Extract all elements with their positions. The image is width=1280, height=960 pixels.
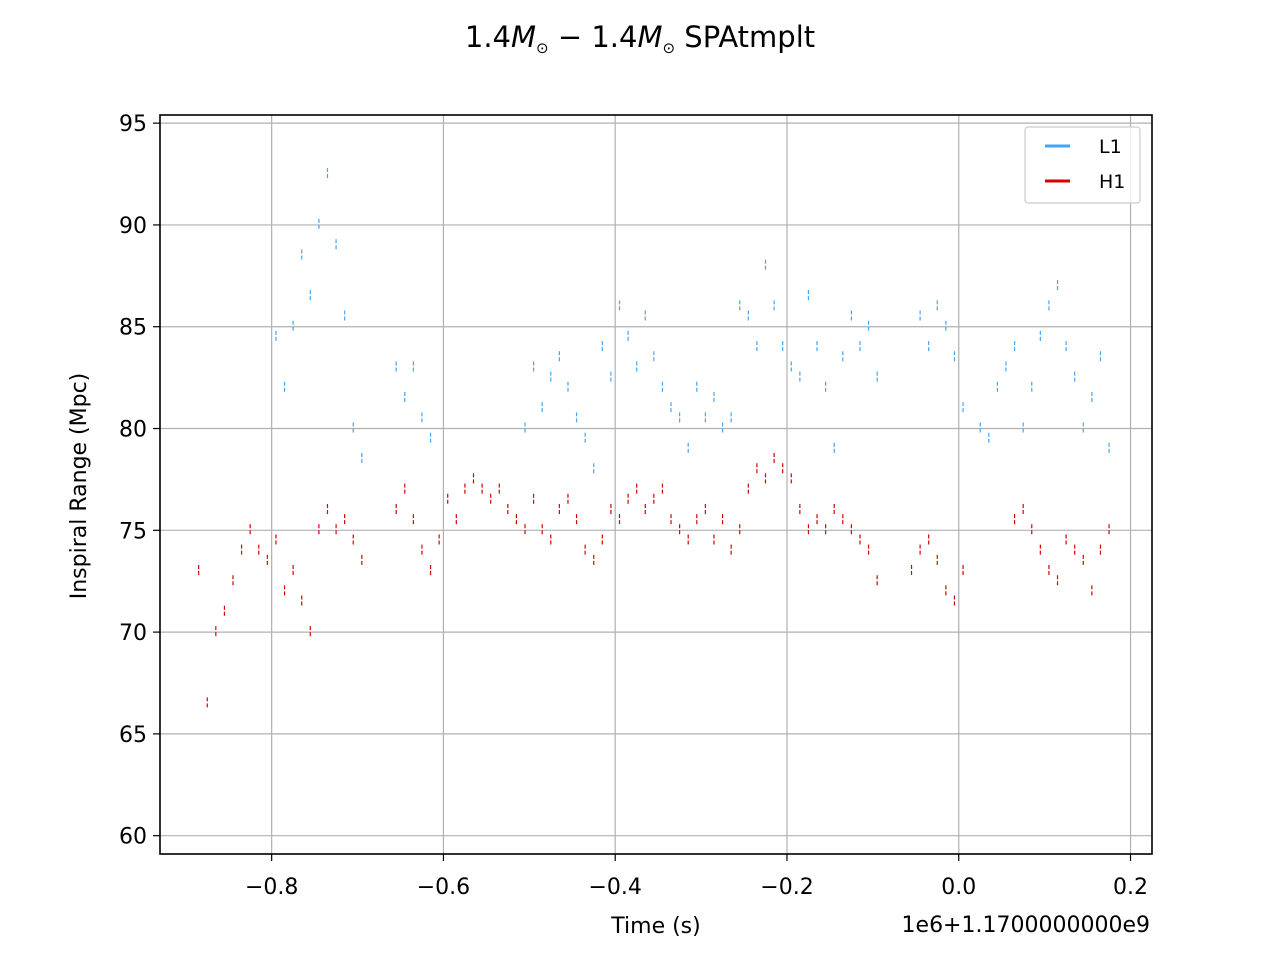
x-tick-label: 0.2 [1113, 875, 1148, 900]
legend: L1 H1 [1025, 127, 1140, 203]
chart-title: 1.4M⊙ − 1.4M⊙ SPAtmplt [465, 20, 815, 57]
y-tick-label: 60 [119, 825, 147, 850]
x-tick-label: 0.0 [941, 875, 976, 900]
y-tick-label: 70 [119, 621, 147, 646]
y-axis-label: Inspiral Range (Mpc) [67, 373, 92, 600]
y-tick-label: 90 [119, 214, 147, 239]
y-tick-label: 75 [119, 519, 147, 544]
x-tick-label: −0.2 [760, 875, 813, 900]
x-offset-label: 1e6+1.1700000000e9 [902, 913, 1150, 938]
x-tick-label: −0.4 [588, 875, 641, 900]
y-tick-label: 65 [119, 723, 147, 748]
y-tick-label: 80 [119, 418, 147, 443]
chart: 1.4M⊙ − 1.4M⊙ SPAtmplt −0.8 −0.6 −0.4 −0.2 0… [0, 0, 1280, 960]
x-tick-label: −0.6 [417, 875, 470, 900]
legend-label-l1: L1 [1099, 136, 1122, 158]
legend-label-h1: H1 [1099, 171, 1125, 193]
x-axis-label: Time (s) [610, 914, 700, 939]
y-tick-label: 95 [119, 112, 147, 137]
y-tick-label: 85 [119, 316, 147, 341]
x-tick-label: −0.8 [245, 875, 298, 900]
